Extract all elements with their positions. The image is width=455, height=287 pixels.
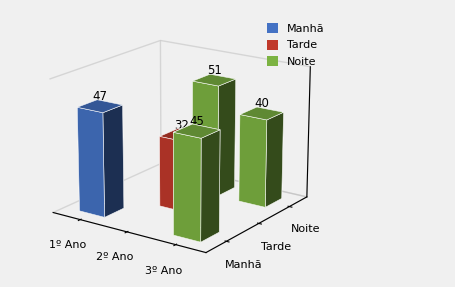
Legend: Manhã, Tarde, Noite: Manhã, Tarde, Noite	[263, 20, 327, 70]
